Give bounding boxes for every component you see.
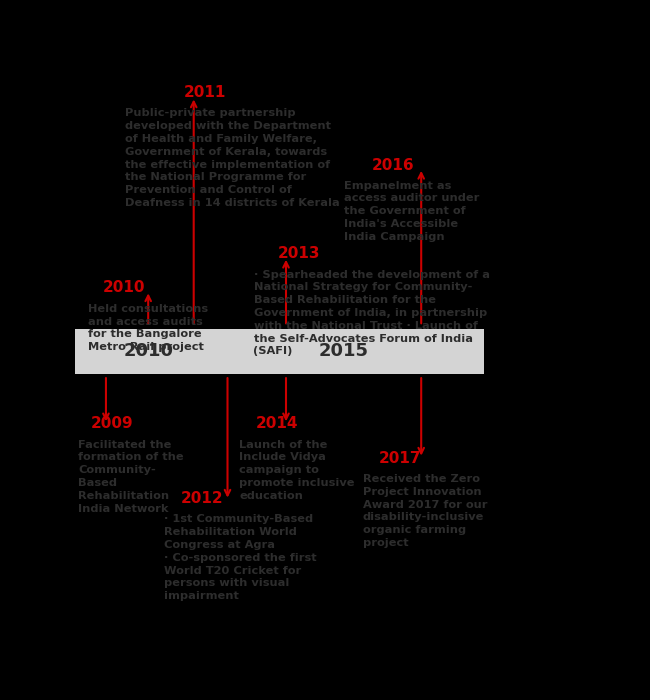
Text: 2017: 2017 <box>378 451 421 466</box>
Text: Empanelment as
access auditor under
the Government of
India's Accessible
India C: Empanelment as access auditor under the … <box>344 181 480 241</box>
Text: 2011: 2011 <box>183 85 226 100</box>
Text: 2009: 2009 <box>91 416 134 431</box>
Text: Public-private partnership
developed with the Department
of Health and Family We: Public-private partnership developed wit… <box>125 108 339 208</box>
Text: · 1st Community-Based
Rehabilitation World
Congress at Agra
· Co-sponsored the f: · 1st Community-Based Rehabilitation Wor… <box>164 514 317 601</box>
Text: · Spearheaded the development of a
National Strategy for Community-
Based Rehabi: · Spearheaded the development of a Natio… <box>254 270 489 356</box>
Text: 2010: 2010 <box>103 280 145 295</box>
FancyBboxPatch shape <box>75 329 484 374</box>
Text: 2013: 2013 <box>278 246 320 261</box>
Text: Held consultations
and access audits
for the Bangalore
Metro Rail project: Held consultations and access audits for… <box>88 304 208 352</box>
Text: 2014: 2014 <box>255 416 298 431</box>
Text: Facilitated the
formation of the
Community-
Based
Rehabilitation
India Network: Facilitated the formation of the Communi… <box>78 440 183 514</box>
Text: 2012: 2012 <box>181 491 224 506</box>
Text: Received the Zero
Project Innovation
Award 2017 for our
disability-inclusive
org: Received the Zero Project Innovation Awa… <box>363 474 488 548</box>
Text: Launch of the
Include Vidya
campaign to
promote inclusive
education: Launch of the Include Vidya campaign to … <box>239 440 355 500</box>
Text: 2010: 2010 <box>124 342 173 360</box>
Text: 2016: 2016 <box>372 158 415 172</box>
Text: 2015: 2015 <box>318 342 368 360</box>
